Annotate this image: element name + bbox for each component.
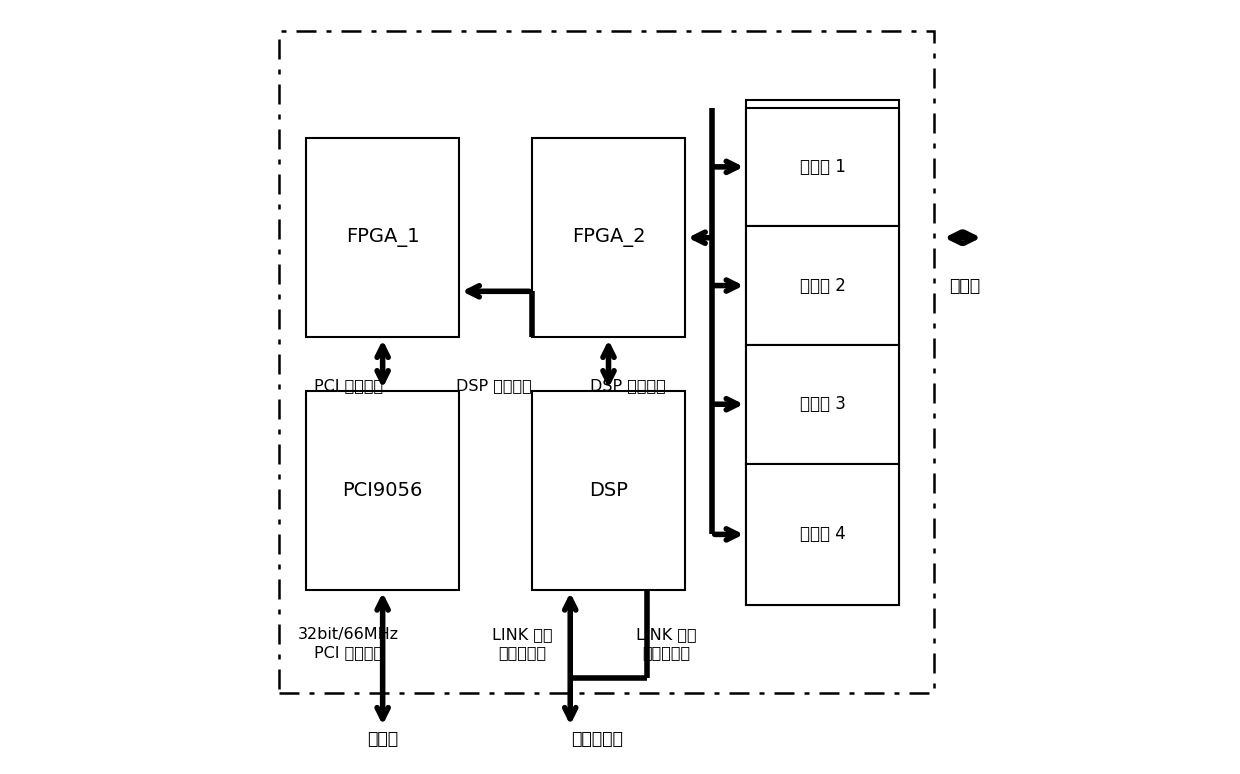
Text: 光模块 3: 光模块 3: [800, 396, 846, 413]
Bar: [532, 391, 684, 590]
Bar: [746, 100, 899, 605]
Text: DSP 外部总线: DSP 外部总线: [456, 378, 532, 393]
Text: LINK 口差
分数据输出: LINK 口差 分数据输出: [636, 627, 696, 659]
Text: DSP 外部总线: DSP 外部总线: [590, 378, 666, 393]
Text: 光信号: 光信号: [950, 277, 981, 295]
Bar: [306, 391, 459, 590]
Text: FPGA_2: FPGA_2: [572, 228, 645, 247]
Bar: [746, 226, 899, 345]
Text: 光模块 4: 光模块 4: [800, 526, 846, 543]
Bar: [279, 31, 934, 694]
Text: 光模块 2: 光模块 2: [800, 276, 846, 295]
Bar: [746, 464, 899, 605]
Bar: [532, 138, 684, 337]
Bar: [306, 138, 459, 337]
Text: 光模块 1: 光模块 1: [800, 158, 846, 176]
Text: LINK 口差
分数据输入: LINK 口差 分数据输入: [492, 627, 553, 659]
Text: DSP: DSP: [589, 481, 627, 500]
Text: PCI 本地总线: PCI 本地总线: [314, 378, 383, 393]
Bar: [746, 345, 899, 464]
Text: 显控台: 显控台: [367, 730, 398, 748]
Bar: [746, 108, 899, 226]
Text: 信号处理板: 信号处理板: [572, 730, 622, 748]
Text: PCI9056: PCI9056: [342, 481, 423, 500]
Text: FPGA_1: FPGA_1: [346, 228, 419, 247]
Text: 32bit/66MHz
PCI 总线数据: 32bit/66MHz PCI 总线数据: [298, 627, 399, 659]
